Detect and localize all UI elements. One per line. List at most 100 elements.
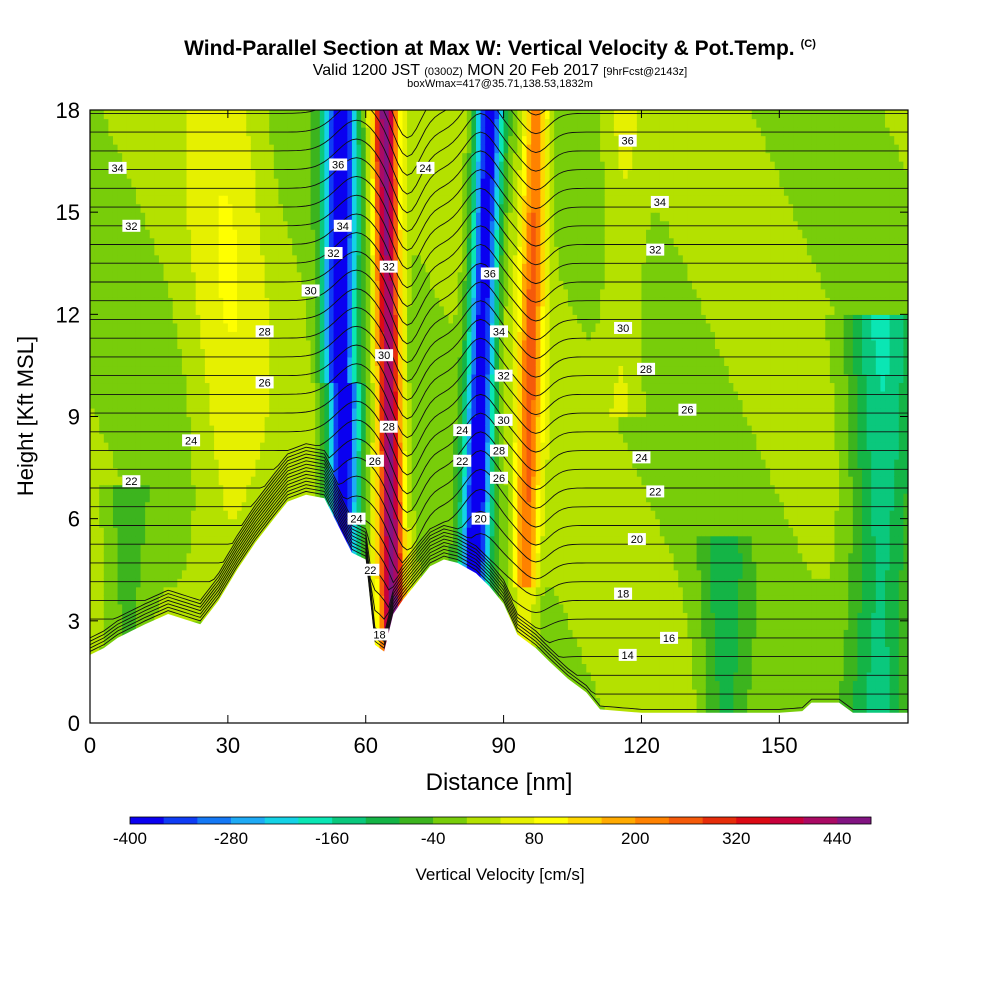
velocity-cell [264,425,270,435]
velocity-cell [99,476,105,486]
velocity-cell [374,152,381,162]
velocity-cell [347,459,353,469]
velocity-cell [200,433,206,443]
velocity-cell [397,535,404,545]
velocity-cell [278,382,284,392]
velocity-cell [347,271,353,281]
velocity-cell [195,442,201,452]
velocity-cell [191,373,197,384]
velocity-cell [200,271,206,281]
velocity-cell [131,399,137,409]
velocity-cell [324,356,330,367]
velocity-cell [204,212,211,222]
velocity-cell [301,297,307,307]
velocity-cell [158,144,165,154]
velocity-cell [361,280,367,290]
velocity-cell [135,254,142,264]
velocity-cell [393,544,399,554]
velocity-cell [195,118,201,128]
velocity-cell [112,339,119,349]
velocity-cell [172,501,178,511]
velocity-cell [195,152,201,162]
velocity-cell [181,339,188,349]
velocity-cell [241,271,247,281]
velocity-cell [241,552,247,562]
velocity-cell [361,476,367,486]
velocity-cell [200,544,206,554]
velocity-cell [223,450,229,460]
velocity-cell [246,331,252,341]
velocity-cell [365,127,371,137]
velocity-cell [370,195,376,205]
velocity-cell [200,322,206,332]
velocity-cell [361,552,367,562]
velocity-cell [103,356,109,367]
velocity-cell [324,365,330,375]
velocity-cell [264,407,270,418]
subtitle-date: MON 20 Feb 2017 [467,62,599,79]
velocity-cell [204,501,211,511]
velocity-cell [181,203,188,213]
velocity-cell [140,510,146,520]
velocity-cell [351,152,358,162]
velocity-cell [131,271,137,281]
velocity-cell [186,297,192,307]
velocity-cell [319,339,325,349]
velocity-cell [191,195,197,205]
velocity-cell [393,382,399,392]
velocity-cell [361,246,367,256]
velocity-cell [168,254,174,264]
velocity-cell [103,203,109,213]
velocity-cell [181,476,188,486]
velocity-cell [342,203,348,213]
velocity-cell [191,280,197,290]
velocity-cell [273,373,280,384]
velocity-cell [241,518,247,528]
velocity-cell [283,305,289,315]
velocity-cell [181,220,188,230]
velocity-cell [333,467,339,477]
velocity-cell [209,467,215,477]
velocity-cell [131,322,137,332]
velocity-cell [117,442,123,452]
velocity-cell [351,442,358,452]
velocity-cell [99,527,105,537]
velocity-cell [241,203,247,213]
velocity-cell [273,433,280,443]
velocity-cell [181,280,188,290]
velocity-cell [172,152,178,162]
velocity-cell [214,331,220,341]
velocity-cell [319,263,325,273]
velocity-cell [324,229,330,239]
velocity-cell [145,365,151,375]
velocity-cell [255,178,261,188]
velocity-cell [296,331,302,341]
velocity-cell [232,348,238,358]
velocity-cell [338,348,344,358]
velocity-cell [393,527,399,537]
velocity-cell [168,365,174,375]
velocity-cell [140,382,146,392]
velocity-cell [103,237,109,247]
velocity-cell [103,195,109,205]
velocity-cell [310,178,316,188]
velocity-cell [269,237,275,247]
velocity-cell [241,365,247,375]
velocity-cell [388,356,394,367]
velocity-cell [361,161,367,171]
velocity-cell [365,527,371,537]
velocity-cell [149,612,155,622]
velocity-cell [158,450,165,460]
velocity-cell [351,425,358,435]
velocity-cell [223,169,229,179]
velocity-cell [301,476,307,486]
velocity-cell [237,288,243,298]
velocity-cell [204,280,211,290]
velocity-cell [177,203,183,213]
velocity-cell [379,297,385,307]
velocity-cell [135,229,142,239]
velocity-cell [131,527,137,537]
velocity-cell [195,535,201,545]
velocity-cell [324,271,330,281]
velocity-cell [117,552,123,562]
